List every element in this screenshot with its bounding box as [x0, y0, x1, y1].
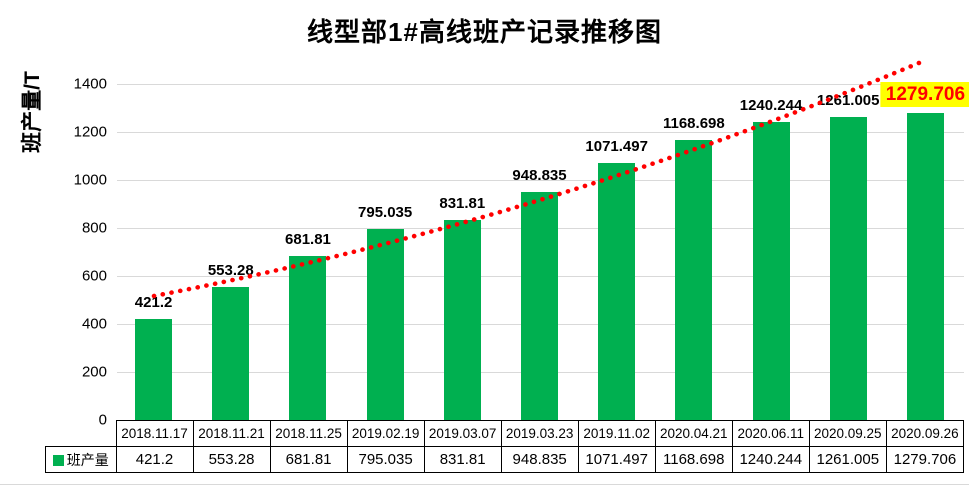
bar-value-label: 1240.244	[739, 97, 803, 115]
value-cell: 831.81	[423, 446, 502, 473]
value-cell: 553.28	[192, 446, 271, 473]
gridline	[117, 180, 964, 181]
y-tick-label: 1400	[73, 75, 107, 93]
date-cell: 2019.03.07	[423, 420, 502, 447]
bar-value-label-highlight: 1279.706	[880, 81, 969, 107]
bar[interactable]	[906, 112, 944, 420]
bar-value-label: 681.81	[285, 231, 331, 249]
bar-value-label: 1168.698	[662, 114, 725, 132]
date-cell: 2019.02.19	[346, 420, 425, 447]
y-tick-label: 1200	[73, 123, 107, 141]
bar[interactable]	[675, 139, 713, 420]
bar-value-label: 553.28	[207, 262, 254, 280]
date-cell: 2018.11.17	[115, 420, 194, 447]
bar[interactable]	[366, 229, 404, 420]
bar[interactable]	[521, 192, 558, 420]
chart-title: 线型部1#高线班产记录推移图	[307, 17, 662, 47]
date-cell: 2019.11.02	[577, 420, 656, 447]
value-cell: 948.835	[500, 446, 579, 473]
bar-value-label: 948.835	[512, 167, 567, 185]
value-cell: 1071.497	[577, 446, 656, 473]
value-cell: 681.81	[269, 446, 348, 473]
date-cell: 2020.09.25	[808, 420, 887, 447]
bar[interactable]	[829, 117, 867, 420]
y-tick-label: 400	[81, 315, 107, 333]
y-tick-label: 600	[81, 267, 107, 285]
legend-cell: 班产量	[45, 446, 117, 473]
value-cell: 1240.244	[731, 446, 810, 473]
bar[interactable]	[752, 122, 790, 420]
gridline	[117, 84, 964, 85]
bar[interactable]	[212, 287, 250, 420]
y-tick-label: 0	[98, 411, 107, 429]
bar-value-label: 831.81	[439, 195, 486, 213]
bar[interactable]	[443, 220, 481, 420]
date-cell: 2018.11.21	[192, 420, 271, 447]
bar-value-label: 421.2	[134, 293, 173, 311]
value-cell: 1261.005	[808, 446, 887, 473]
bottom-divider	[0, 484, 969, 485]
data-table: 2018.11.17 2018.11.21 2018.11.25 2019.02.19…	[45, 420, 965, 473]
legend-swatch-icon	[52, 454, 64, 466]
value-cell: 1279.706	[885, 446, 965, 473]
bar-value-label: 1261.005	[816, 92, 880, 110]
bar[interactable]	[598, 162, 636, 420]
y-tick-label: 800	[81, 219, 107, 237]
gridline	[117, 132, 964, 133]
value-row: 班产量 421.2 553.28 681.81 795.035 831.81 948.835…	[45, 446, 965, 473]
date-row: 2018.11.17 2018.11.21 2018.11.25 2019.02.19…	[46, 420, 965, 447]
bar-value-label: 795.035	[358, 204, 413, 222]
y-tick-label: 200	[81, 363, 107, 381]
bar[interactable]	[135, 318, 173, 420]
value-cell: 795.035	[346, 446, 425, 473]
y-tick-label: 1000	[73, 171, 107, 189]
value-cell: 421.2	[115, 446, 194, 473]
bar[interactable]	[289, 256, 327, 420]
date-cell: 2020.04.21	[654, 420, 733, 447]
value-cell: 1168.698	[654, 446, 733, 473]
date-cell: 2019.03.23	[500, 420, 579, 447]
date-cell: 2018.11.25	[269, 420, 348, 447]
table-spacer-cell	[46, 421, 117, 447]
bar-value-label: 1071.497	[585, 137, 648, 155]
legend-label: 班产量	[66, 451, 109, 468]
date-cell: 2020.09.26	[885, 420, 965, 447]
date-cell: 2020.06.11	[731, 420, 810, 447]
